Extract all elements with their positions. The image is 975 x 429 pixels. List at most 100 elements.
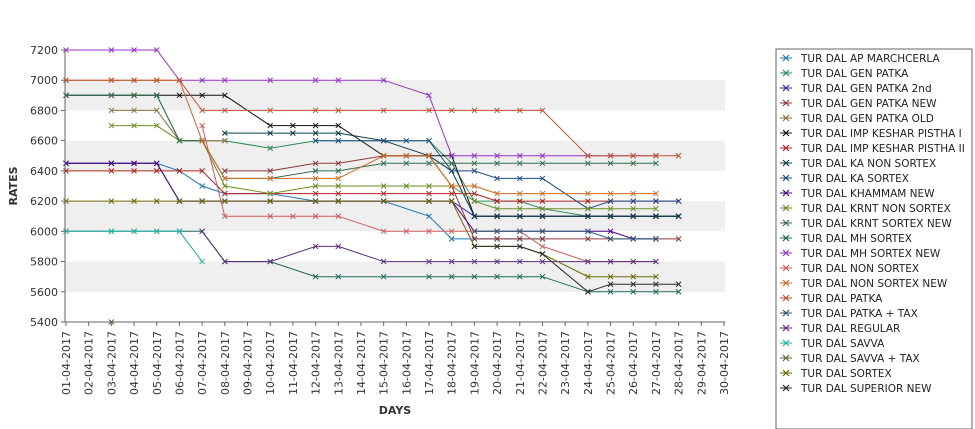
data-point-marker: [585, 152, 591, 159]
data-point-marker: [539, 251, 546, 257]
data-point-marker: [607, 236, 614, 242]
data-point-marker: [176, 228, 183, 235]
data-point-marker: [335, 213, 342, 220]
data-point-marker: [585, 273, 591, 280]
data-point-marker: [380, 258, 387, 265]
data-point-marker: [675, 198, 682, 204]
data-point-marker: [63, 228, 69, 235]
x-tick-label: 28-04-2017: [673, 331, 686, 395]
legend-item: TUR DAL PATKA: [780, 293, 883, 305]
data-point-marker: [335, 243, 342, 250]
legend-label: TUR DAL KA SORTEX: [800, 173, 909, 185]
data-point-marker: [403, 137, 410, 144]
data-point-marker: [516, 243, 523, 250]
data-point-marker: [221, 258, 228, 265]
data-point-marker: [267, 107, 274, 114]
series-line: [66, 79, 679, 157]
data-point-marker: [675, 288, 682, 295]
data-point-marker: [221, 190, 228, 197]
data-point-marker: [448, 198, 455, 204]
legend-label: TUR DAL KRNT SORTEX NEW: [800, 218, 952, 230]
data-point-marker: [131, 47, 137, 53]
legend: TUR DAL AP MARCHCERLA TUR DAL GEN PATKA TU…: [775, 48, 973, 429]
data-point-marker: [290, 122, 296, 129]
data-point-marker: [607, 190, 614, 197]
data-point-marker: [539, 258, 546, 265]
data-point-marker: [221, 130, 228, 136]
data-point-marker: [426, 152, 432, 159]
data-point-marker: [403, 228, 410, 235]
y-tick-label: 6800: [30, 104, 58, 117]
data-point-marker: [539, 236, 546, 242]
x-tick-label: 27-04-2017: [650, 331, 663, 395]
data-point-marker: [630, 273, 637, 280]
data-point-marker: [516, 160, 523, 167]
legend-item: TUR DAL REGULAR: [780, 323, 900, 335]
x-tick-label: 23-04-2017: [559, 331, 572, 395]
legend-label: TUR DAL NON SORTEX: [800, 263, 919, 275]
series-line: [66, 170, 679, 202]
data-point-marker: [585, 213, 591, 220]
legend-item: TUR DAL KHAMMAM NEW: [780, 188, 935, 200]
data-point-marker: [448, 190, 455, 197]
data-point-marker: [448, 168, 455, 174]
data-point-marker: [380, 160, 387, 167]
data-point-marker: [335, 137, 342, 144]
data-point-marker: [108, 107, 115, 114]
x-tick-label: 01-04-2017: [60, 331, 73, 395]
x-tick-label: 03-04-2017: [105, 331, 118, 395]
x-tick-label: 21-04-2017: [514, 331, 527, 395]
data-point-marker: [653, 213, 659, 220]
data-point-marker: [380, 183, 387, 189]
data-point-marker: [494, 258, 500, 265]
data-point-marker: [199, 137, 205, 144]
data-point-marker: [199, 122, 205, 129]
data-point-marker: [199, 228, 205, 235]
data-point-marker: [131, 160, 137, 167]
legend-label: TUR DAL SAVVA + TAX: [800, 353, 920, 365]
legend-label: TUR DAL KHAMMAM NEW: [800, 188, 935, 200]
data-point-marker: [153, 168, 160, 174]
x-tick-label: 07-04-2017: [196, 331, 209, 395]
data-point-marker: [630, 160, 637, 167]
series-group: [221, 130, 682, 220]
data-point-marker: [176, 168, 183, 174]
data-point-marker: [176, 198, 183, 204]
y-tick-label: 6200: [30, 195, 58, 208]
data-point-marker: [471, 198, 478, 204]
data-point-marker: [221, 168, 228, 174]
data-point-marker: [403, 183, 410, 189]
x-tick-label: 25-04-2017: [605, 331, 618, 395]
data-point-marker: [199, 258, 205, 265]
data-point-marker: [221, 213, 228, 220]
data-point-marker: [471, 213, 478, 220]
data-point-marker: [131, 92, 137, 99]
data-point-marker: [516, 190, 523, 197]
x-tick-label: 11-04-2017: [287, 331, 300, 395]
y-axis-ticks: 5400 5600 5800 6000 6200 6400 6600 6800 7000 7200: [30, 44, 65, 329]
x-tick-label: 14-04-2017: [355, 331, 368, 395]
data-point-marker: [335, 107, 342, 114]
data-point-marker: [426, 213, 432, 220]
x-tick-label: 29-04-2017: [695, 331, 708, 395]
x-tick-label: 06-04-2017: [173, 331, 186, 395]
data-point-marker: [539, 190, 546, 197]
series-line: [66, 230, 203, 262]
data-point-marker: [653, 152, 659, 159]
legend-label: TUR DAL GEN PATKA 2nd: [800, 83, 932, 95]
data-point-marker: [380, 107, 387, 114]
data-point-marker: [539, 198, 546, 204]
data-point-marker: [312, 273, 319, 280]
legend-label: TUR DAL NON SORTEX NEW: [800, 278, 948, 290]
legend-label: TUR DAL MH SORTEX NEW: [800, 248, 941, 260]
legend-item: TUR DAL IMP KESHAR PISTHA I: [780, 128, 962, 140]
data-point-marker: [585, 288, 591, 295]
data-point-marker: [494, 152, 500, 159]
data-point-marker: [471, 258, 478, 265]
data-point-marker: [426, 107, 432, 114]
data-point-marker: [176, 137, 183, 144]
data-point-marker: [108, 198, 115, 204]
x-tick-label: 10-04-2017: [264, 331, 277, 395]
data-point-marker: [494, 160, 500, 167]
